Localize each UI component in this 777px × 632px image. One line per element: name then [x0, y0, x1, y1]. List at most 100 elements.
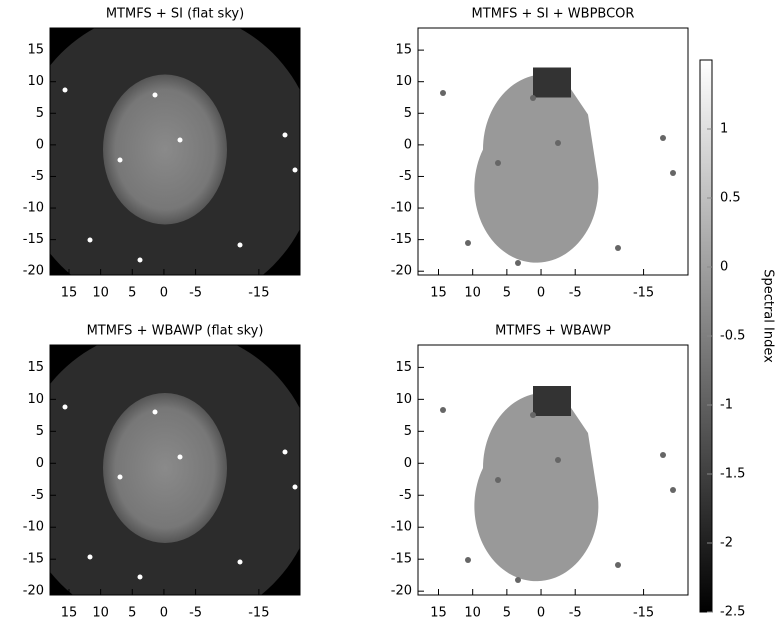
- y-tick-label: -15: [391, 552, 412, 567]
- panel-title: MTMFS + WBAWP (flat sky): [87, 324, 264, 339]
- star: [177, 137, 183, 143]
- y-tick-label: 5: [404, 106, 412, 121]
- blob: [555, 457, 561, 463]
- star: [292, 167, 298, 173]
- y-tick-label: -20: [391, 264, 412, 279]
- colorbar-tick-label: 1: [720, 122, 728, 137]
- colorbar-tick-label: -0.5: [720, 329, 745, 344]
- star: [117, 474, 123, 480]
- y-tick-label: 0: [36, 456, 44, 471]
- colorbar-tick-label: -2: [720, 536, 733, 551]
- panel-title: MTMFS + SI (flat sky): [106, 7, 244, 22]
- blob: [465, 557, 471, 563]
- blob: [495, 477, 501, 483]
- star: [62, 87, 68, 93]
- blob: [515, 260, 521, 266]
- colorbar-tick-label: -1.5: [720, 467, 745, 482]
- star: [282, 132, 288, 138]
- frame: [49, 344, 301, 596]
- y-tick-label: -5: [399, 488, 412, 503]
- y-tick-label: -15: [23, 232, 44, 247]
- blob: [670, 487, 676, 493]
- y-tick-label: -20: [391, 584, 412, 599]
- blob: [495, 160, 501, 166]
- x-tick-label: 0: [160, 286, 168, 301]
- x-tick-label: 0: [537, 286, 545, 301]
- x-tick-label: 15: [61, 606, 78, 621]
- blob: [615, 245, 621, 251]
- x-tick-label: -5: [189, 286, 202, 301]
- nebula-dark-region: [533, 67, 571, 98]
- x-tick-label: 0: [160, 606, 168, 621]
- star: [237, 242, 243, 248]
- star: [282, 449, 288, 455]
- x-tick-label: 5: [128, 286, 136, 301]
- y-tick-label: 0: [404, 137, 412, 152]
- x-tick-label: -5: [189, 606, 202, 621]
- y-tick-label: -10: [23, 201, 44, 216]
- nebula: [474, 74, 599, 263]
- blob: [440, 90, 446, 96]
- y-tick-label: 10: [27, 392, 44, 407]
- y-tick-label: 0: [36, 137, 44, 152]
- x-tick-label: -15: [633, 606, 654, 621]
- x-tick-label: 0: [537, 606, 545, 621]
- nebula-dark-region: [533, 386, 571, 416]
- x-tick-label: 5: [503, 606, 511, 621]
- star: [87, 554, 93, 560]
- blob: [530, 412, 536, 418]
- blob: [465, 240, 471, 246]
- star: [137, 574, 143, 580]
- star: [137, 257, 143, 263]
- blob: [660, 452, 666, 458]
- star: [62, 404, 68, 410]
- colorbar-tick-label: 0.5: [720, 191, 741, 206]
- y-tick-label: -20: [23, 584, 44, 599]
- y-tick-label: -5: [31, 488, 44, 503]
- star: [177, 454, 183, 460]
- star: [292, 484, 298, 490]
- x-tick-label: 5: [128, 606, 136, 621]
- blob: [530, 95, 536, 101]
- y-tick-label: 15: [27, 43, 44, 58]
- y-tick-label: -15: [391, 232, 412, 247]
- frame: [49, 27, 301, 276]
- x-tick-label: -5: [569, 606, 582, 621]
- y-tick-label: -15: [23, 552, 44, 567]
- blob: [555, 140, 561, 146]
- x-tick-label: 10: [464, 286, 481, 301]
- blob: [440, 407, 446, 413]
- y-tick-label: 5: [404, 424, 412, 439]
- star: [117, 157, 123, 163]
- x-tick-label: 10: [92, 606, 109, 621]
- x-tick-label: 10: [464, 606, 481, 621]
- y-tick-label: 15: [395, 43, 412, 58]
- y-tick-label: -10: [391, 201, 412, 216]
- blob: [670, 170, 676, 176]
- colorbar-tick-label: 0: [720, 260, 728, 275]
- panel-title: MTMFS + WBAWP: [495, 324, 611, 339]
- colorbar-tick-label: -1: [720, 398, 733, 413]
- x-tick-label: -15: [633, 286, 654, 301]
- colorbar-label: Spectral Index: [761, 269, 776, 363]
- star: [152, 92, 158, 98]
- x-tick-label: -15: [248, 606, 269, 621]
- nebula: [103, 74, 227, 225]
- y-tick-label: 10: [395, 74, 412, 89]
- x-tick-label: 10: [92, 286, 109, 301]
- x-tick-label: -5: [569, 286, 582, 301]
- blob: [660, 135, 666, 141]
- blob: [515, 577, 521, 583]
- y-tick-label: -10: [23, 520, 44, 535]
- y-tick-label: 5: [36, 106, 44, 121]
- y-tick-label: -10: [391, 520, 412, 535]
- panel-title: MTMFS + SI + WBPBCOR: [472, 7, 635, 22]
- nebula: [474, 392, 599, 582]
- x-tick-label: 5: [503, 286, 511, 301]
- y-tick-label: 15: [395, 360, 412, 375]
- star: [237, 559, 243, 565]
- y-tick-label: 5: [36, 424, 44, 439]
- star: [152, 409, 158, 415]
- y-tick-label: 10: [395, 392, 412, 407]
